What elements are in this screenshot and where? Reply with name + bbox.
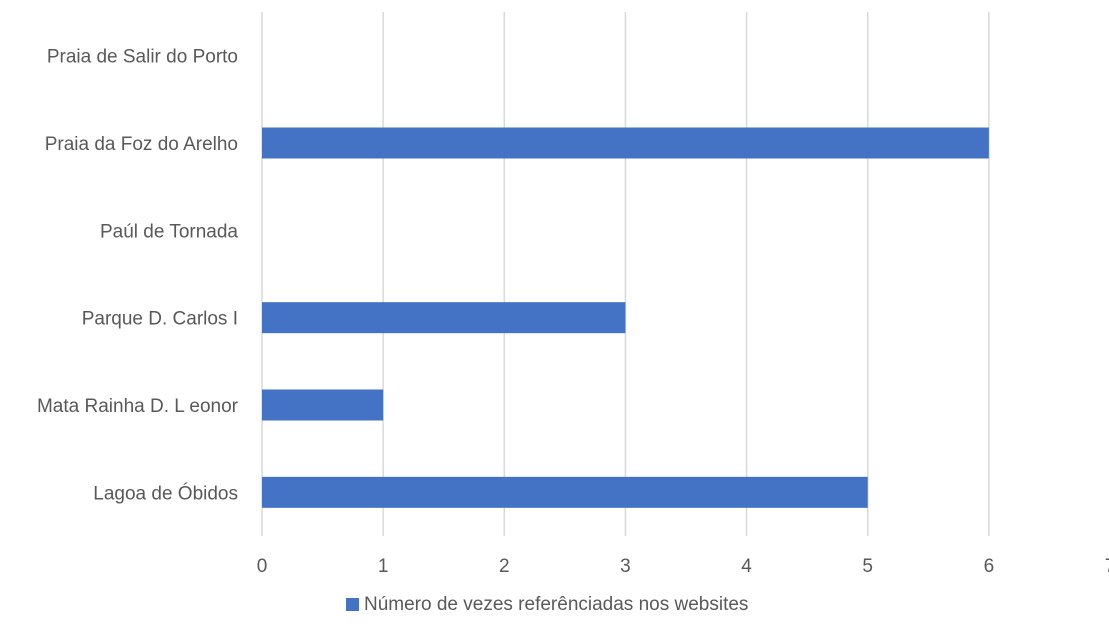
category-label: Praia da Foz do Arelho — [45, 134, 238, 155]
x-tick-label: 7 — [1105, 556, 1109, 577]
x-tick-labels: 0 1 2 3 4 5 6 7 — [257, 556, 1109, 577]
bars — [262, 127, 989, 508]
x-tick-label: 6 — [984, 556, 995, 577]
legend: Número de vezes referênciadas nos websit… — [346, 594, 748, 615]
legend-swatch — [346, 598, 359, 611]
x-tick-label: 4 — [741, 556, 752, 577]
bar — [262, 389, 384, 421]
x-tick-label: 3 — [620, 556, 631, 577]
x-tick-label: 5 — [862, 556, 873, 577]
legend-label: Número de vezes referênciadas nos websit… — [364, 594, 748, 615]
category-label: Parque D. Carlos I — [82, 309, 238, 330]
category-label: Praia de Salir do Porto — [47, 47, 238, 68]
category-label: Paúl de Tornada — [100, 221, 238, 242]
gridlines — [261, 12, 990, 536]
x-tick-label: 0 — [257, 556, 268, 577]
bar — [262, 302, 626, 334]
category-label: Mata Rainha D. L eonor — [37, 396, 239, 417]
category-label: Lagoa de Óbidos — [93, 482, 238, 504]
bar — [262, 476, 868, 508]
x-tick-label: 2 — [499, 556, 510, 577]
x-tick-label: 1 — [378, 556, 389, 577]
category-labels: Lagoa de Óbidos Mata Rainha D. L eonor Par… — [37, 47, 239, 505]
bar — [262, 127, 989, 159]
